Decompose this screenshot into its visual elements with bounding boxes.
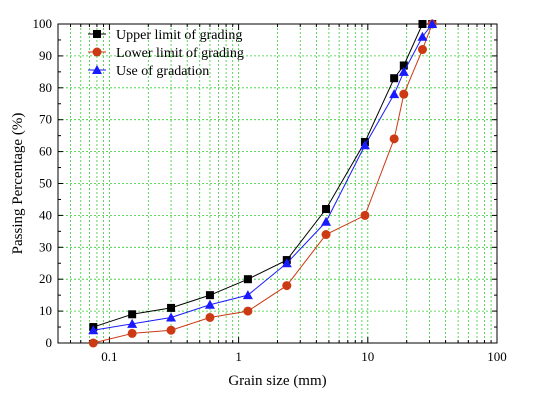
data-point <box>427 19 438 28</box>
series-line <box>93 23 433 328</box>
y-tick-label: 30 <box>39 239 52 254</box>
x-tick-label: 100 <box>487 349 507 364</box>
legend-marker <box>92 65 102 74</box>
data-point <box>389 89 400 99</box>
data-point <box>321 216 332 226</box>
data-point <box>389 134 399 144</box>
data-point <box>205 312 215 322</box>
legend-item: Use of gradation <box>88 64 209 79</box>
x-tick-label: 0.1 <box>101 349 117 364</box>
axes: 0 10 20 30 40 50 60 70 80 90 100 0.1 1 10 100 <box>33 16 507 364</box>
y-tick-label: 20 <box>39 271 52 286</box>
data-point <box>282 281 292 291</box>
y-tick-label: 100 <box>33 16 53 31</box>
y-tick-label: 70 <box>39 112 52 127</box>
data-point <box>398 66 409 76</box>
data-point <box>88 325 99 335</box>
data-point <box>166 325 176 335</box>
x-axis-title: Grain size (mm) <box>228 373 326 389</box>
y-tick-label: 90 <box>39 48 52 63</box>
data-point <box>390 74 399 83</box>
legend-label: Upper limit of grading <box>116 28 242 43</box>
data-point <box>417 31 428 41</box>
y-tick-label: 40 <box>39 207 52 222</box>
data-point <box>127 328 137 338</box>
data-point <box>204 299 215 309</box>
series-line <box>93 23 433 344</box>
x-tick-label: 1 <box>235 349 242 364</box>
y-tick-label: 60 <box>39 144 52 159</box>
data-point <box>399 89 409 99</box>
data-point <box>417 45 427 55</box>
series-triangle <box>88 19 438 335</box>
data-point <box>281 258 292 268</box>
data-point <box>127 318 138 328</box>
data-point <box>88 338 98 348</box>
data-point <box>166 312 177 322</box>
data-point <box>322 205 331 214</box>
data-point <box>359 140 370 150</box>
data-point <box>399 61 408 70</box>
data-point <box>243 275 252 284</box>
legend-label: Use of gradation <box>116 64 209 79</box>
series-line <box>93 23 433 331</box>
y-axis-title: Passing Percentage (%) <box>10 113 26 255</box>
data-point <box>205 291 214 300</box>
grid-lines <box>58 24 497 343</box>
legend-item: Upper limit of grading <box>88 28 242 43</box>
data-point <box>242 290 253 300</box>
legend: Upper limit of grading Lower limit of gra… <box>88 28 244 79</box>
y-tick-label: 50 <box>39 176 52 191</box>
data-point <box>243 306 253 316</box>
legend-label: Lower limit of grading <box>116 46 244 61</box>
series-circle <box>88 19 437 348</box>
data-point <box>418 20 427 28</box>
y-tick-label: 10 <box>39 303 52 318</box>
series-group <box>88 19 438 348</box>
legend-item: Lower limit of grading <box>88 46 244 61</box>
x-tick-label: 10 <box>361 349 374 364</box>
data-point <box>360 210 370 220</box>
y-tick-label: 80 <box>39 80 52 95</box>
data-point <box>321 230 331 240</box>
legend-marker <box>93 30 101 38</box>
data-point <box>167 303 176 312</box>
y-tick-label: 0 <box>46 335 53 350</box>
data-point <box>128 310 137 319</box>
legend-marker <box>92 47 102 57</box>
